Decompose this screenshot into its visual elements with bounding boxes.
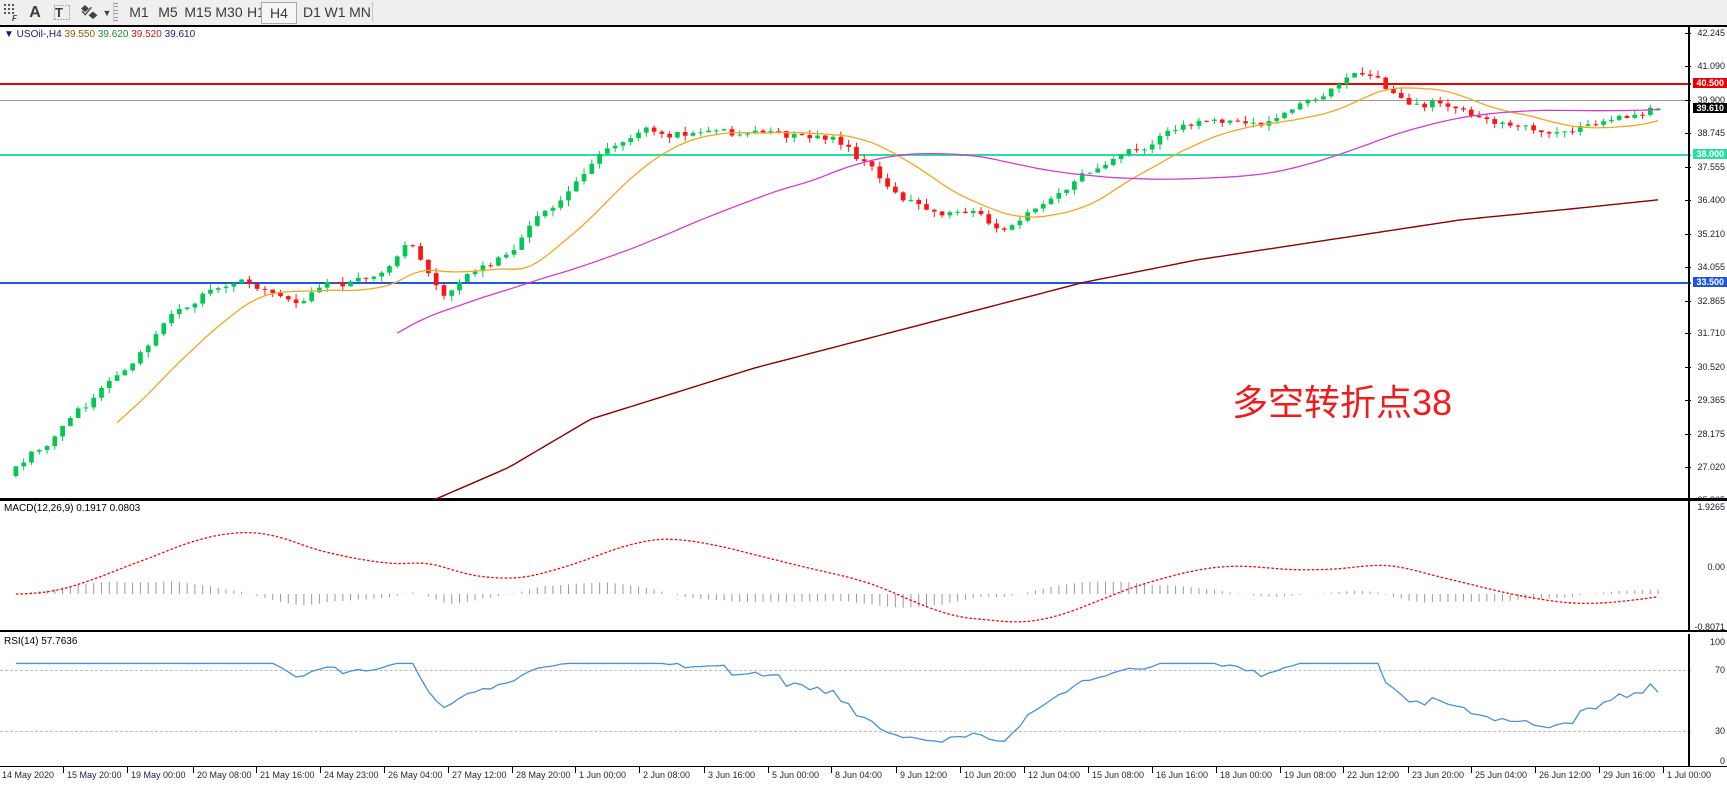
svg-text:T: T <box>55 5 63 20</box>
